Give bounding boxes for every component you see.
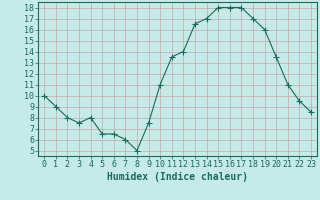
X-axis label: Humidex (Indice chaleur): Humidex (Indice chaleur) — [107, 172, 248, 182]
